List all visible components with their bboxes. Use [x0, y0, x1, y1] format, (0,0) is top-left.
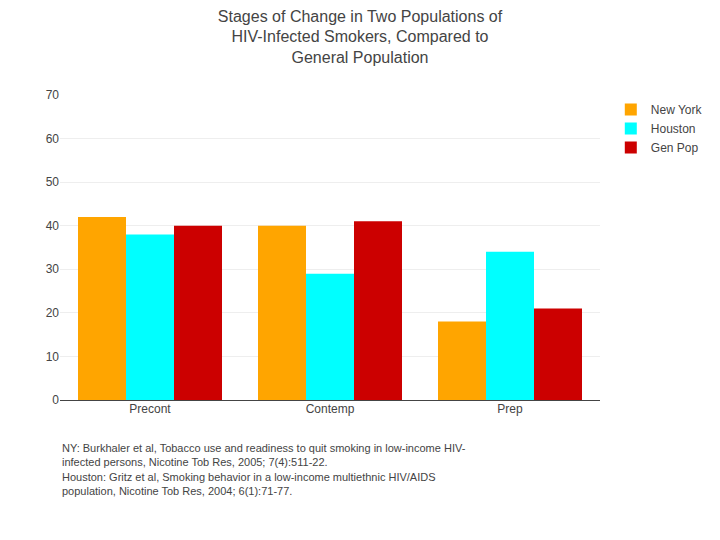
svg-text:70: 70 — [46, 88, 60, 102]
svg-text:Stages of Change in Two Popula: Stages of Change in Two Populations ofHI… — [218, 8, 503, 67]
svg-text:New York: New York — [651, 103, 703, 117]
svg-text:20: 20 — [46, 306, 60, 320]
svg-text:60: 60 — [46, 132, 60, 146]
svg-text:10: 10 — [46, 350, 60, 364]
svg-text:40: 40 — [46, 219, 60, 233]
svg-text:Prep: Prep — [497, 402, 523, 416]
svg-text:NY: Burkhaler et al, Tobacco u: NY: Burkhaler et al, Tobacco use and rea… — [62, 442, 466, 497]
svg-text:Precont: Precont — [129, 402, 171, 416]
svg-text:Houston: Houston — [651, 122, 696, 136]
svg-text:Contemp: Contemp — [306, 402, 355, 416]
svg-text:0: 0 — [52, 393, 59, 407]
svg-text:Gen Pop: Gen Pop — [651, 141, 699, 155]
svg-text:30: 30 — [46, 262, 60, 276]
svg-text:50: 50 — [46, 175, 60, 189]
